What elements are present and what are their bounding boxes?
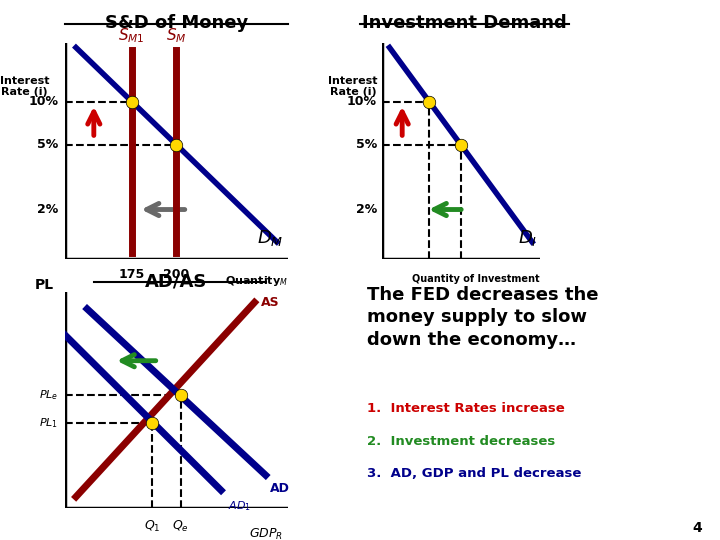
Text: Interest
Rate (i): Interest Rate (i) [0,76,50,97]
Text: 2.  Investment decreases: 2. Investment decreases [367,435,555,448]
Text: Quantity of Investment: Quantity of Investment [413,274,540,285]
Text: $S_{M1}$: $S_{M1}$ [119,26,145,45]
Text: 4: 4 [692,521,702,535]
Text: $D_I$: $D_I$ [518,228,537,248]
Text: AD/AS: AD/AS [145,273,207,291]
Text: AD: AD [270,482,290,495]
Text: 3.  AD, GDP and PL decrease: 3. AD, GDP and PL decrease [367,467,582,480]
Text: 1.  Interest Rates increase: 1. Interest Rates increase [367,402,565,415]
Text: $GDP_R$: $GDP_R$ [249,527,284,540]
Text: PL: PL [35,278,53,292]
Text: AS: AS [261,296,280,309]
Text: The FED decreases the
money supply to slow
down the economy…: The FED decreases the money supply to sl… [367,286,599,349]
Text: Investment Demand: Investment Demand [362,14,567,31]
Text: 5%: 5% [356,138,377,151]
Text: $AD_1$: $AD_1$ [228,499,251,513]
Text: $PL_1$: $PL_1$ [39,416,58,430]
Text: 175: 175 [119,268,145,281]
Text: Quantity$_M$: Quantity$_M$ [225,274,288,288]
Text: $S_M$: $S_M$ [166,26,186,45]
Text: S&D of Money: S&D of Money [105,14,248,31]
Text: 10%: 10% [28,95,58,108]
Text: 200: 200 [163,268,189,281]
Text: 2%: 2% [356,203,377,216]
Text: 5%: 5% [37,138,58,151]
Text: 10%: 10% [347,95,377,108]
Text: 2%: 2% [37,203,58,216]
Text: $Q_e$: $Q_e$ [173,518,189,534]
Text: $PL_e$: $PL_e$ [39,388,58,402]
Text: $D_M$: $D_M$ [257,228,284,248]
Text: Interest
Rate (i): Interest Rate (i) [328,76,378,97]
Text: $Q_1$: $Q_1$ [143,518,160,534]
